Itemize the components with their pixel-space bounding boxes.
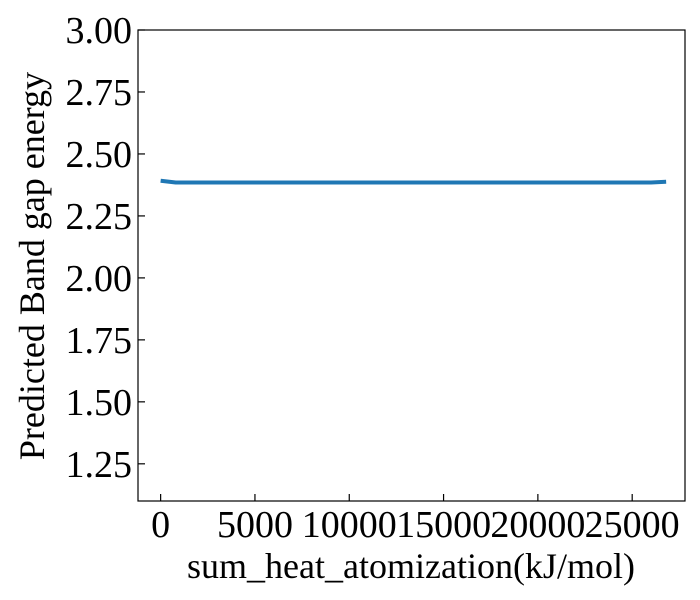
y-tick-label: 1.75 — [66, 320, 133, 362]
y-tick-label: 2.50 — [66, 134, 133, 176]
plot-background — [138, 30, 685, 501]
series-line — [160, 178, 667, 185]
x-tick-label: 10000 — [302, 504, 397, 546]
y-tick-label: 2.25 — [66, 196, 133, 238]
y-tick-label: 3.00 — [66, 10, 133, 52]
x-tick-label: 0 — [151, 504, 170, 546]
tick-labels: 0 5000 10000 15000 20000 25000 1.25 1.50 1.75 2.0… — [66, 10, 680, 546]
x-axis-label: sum_heat_atomization(kJ/mol) — [187, 546, 635, 586]
plot-frame — [137, 29, 686, 502]
plot-lines — [160, 178, 667, 185]
y-tick-label: 2.75 — [66, 72, 133, 114]
y-tick-label: 1.50 — [66, 382, 133, 424]
x-tick-label: 25000 — [585, 504, 680, 546]
x-tick-label: 5000 — [217, 504, 293, 546]
x-tick-label: 20000 — [490, 504, 585, 546]
y-tick-label: 2.00 — [66, 258, 133, 300]
y-axis-label: Predicted Band gap energy — [12, 72, 52, 460]
x-tick-label: 15000 — [396, 504, 491, 546]
y-tick-label: 1.25 — [66, 444, 133, 486]
